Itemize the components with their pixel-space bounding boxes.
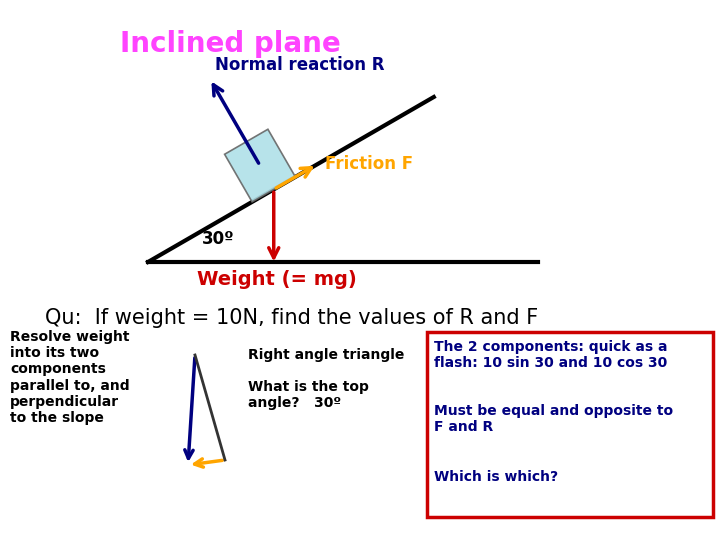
Text: What is the top
angle?   30º: What is the top angle? 30º bbox=[248, 380, 369, 410]
Text: Weight (= mg): Weight (= mg) bbox=[197, 271, 356, 289]
Text: 30º: 30º bbox=[202, 230, 234, 248]
Bar bbox=[427, 332, 713, 517]
Text: Must be equal and opposite to
F and R: Must be equal and opposite to F and R bbox=[434, 404, 673, 434]
Text: Which is which?: Which is which? bbox=[434, 470, 558, 484]
Text: The 2 components: quick as a
flash: 10 sin 30 and 10 cos 30: The 2 components: quick as a flash: 10 s… bbox=[434, 340, 667, 370]
Polygon shape bbox=[225, 129, 295, 202]
Text: Friction F: Friction F bbox=[325, 156, 413, 173]
Text: Qu:  If weight = 10N, find the values of R and F: Qu: If weight = 10N, find the values of … bbox=[45, 308, 539, 328]
Text: Inclined plane: Inclined plane bbox=[120, 30, 341, 58]
Text: Normal reaction R: Normal reaction R bbox=[215, 56, 384, 74]
Text: Resolve weight
into its two
components
parallel to, and
perpendicular
to the slo: Resolve weight into its two components p… bbox=[10, 330, 130, 425]
Text: Right angle triangle: Right angle triangle bbox=[248, 348, 405, 362]
